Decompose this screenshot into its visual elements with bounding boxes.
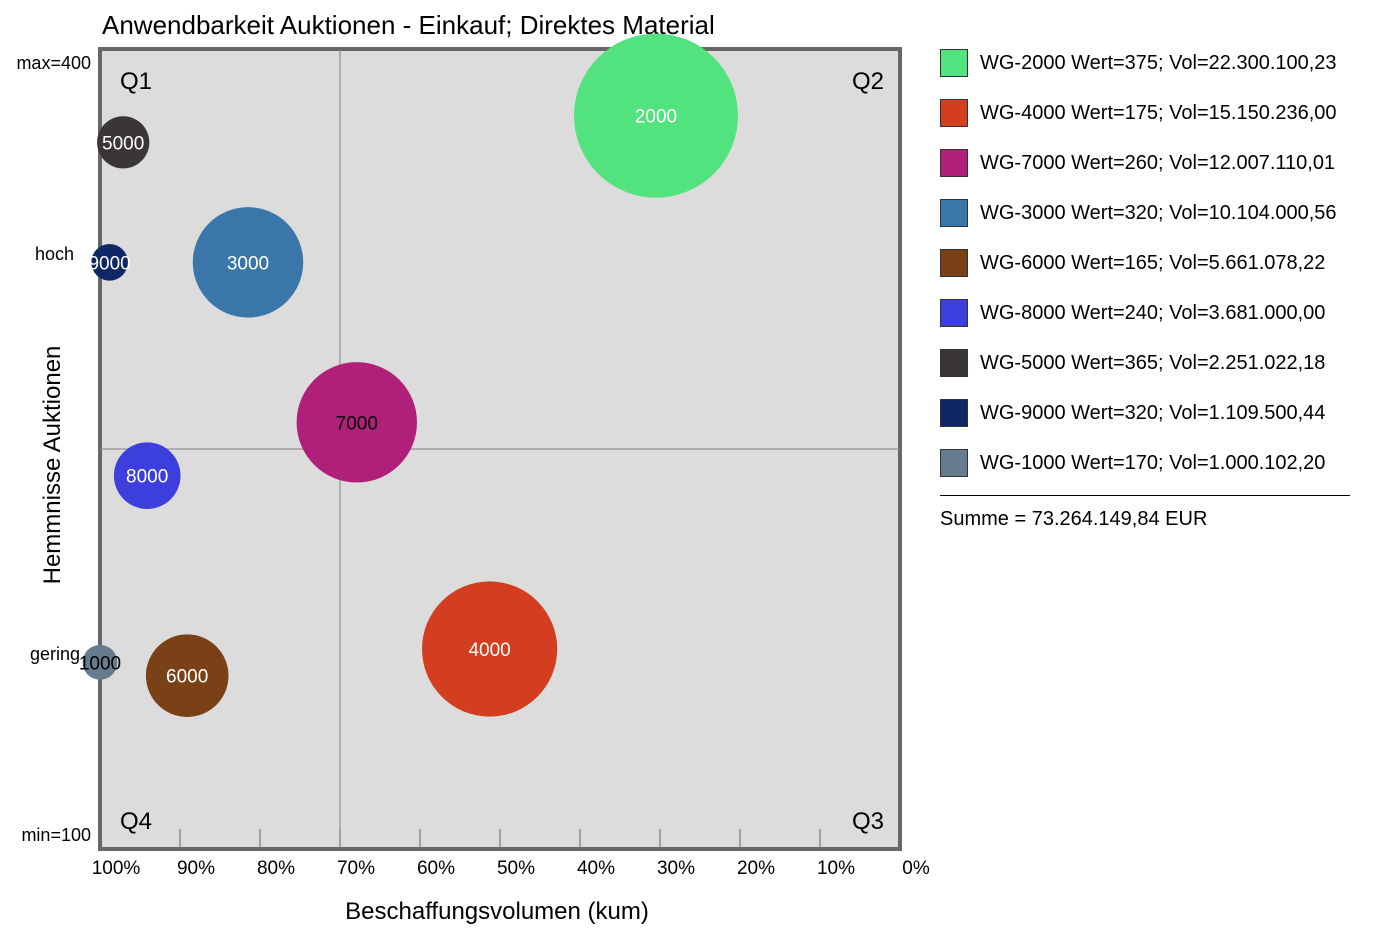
legend-swatch — [940, 449, 968, 477]
x-tick-label: 30% — [657, 858, 695, 879]
legend-swatch — [940, 349, 968, 377]
y-axis-label: Hemmnisse Auktionen — [39, 346, 66, 585]
legend-text: WG-7000 Wert=260; Vol=12.007.110,01 — [980, 152, 1336, 174]
y-tick-label: max=400 — [16, 53, 91, 73]
quadrant-label-q4: Q4 — [120, 808, 152, 835]
bubble-wg-5000 — [97, 116, 150, 169]
y-tick-label: gering — [30, 644, 80, 664]
bubble-label-wg-7000: 7000 — [336, 413, 378, 434]
legend-swatch — [940, 299, 968, 327]
x-tick-label: 80% — [257, 858, 295, 879]
legend-text: WG-6000 Wert=165; Vol=5.661.078,22 — [980, 252, 1326, 274]
legend: WG-2000 Wert=375; Vol=22.300.100,23 WG-40… — [940, 47, 1352, 531]
quadrant-label-q3: Q3 — [852, 808, 884, 835]
legend-text: WG-4000 Wert=175; Vol=15.150.236,00 — [980, 102, 1337, 124]
legend-item-wg-5000: WG-5000 Wert=365; Vol=2.251.022,18 — [940, 347, 1352, 397]
legend-item-wg-8000: WG-8000 Wert=240; Vol=3.681.000,00 — [940, 297, 1352, 347]
bubble-label-wg-2000: 2000 — [635, 107, 677, 128]
quadrant-label-q1: Q1 — [120, 68, 152, 95]
bubble-wg-6000 — [145, 634, 229, 717]
legend-item-wg-2000: WG-2000 Wert=375; Vol=22.300.100,23 — [940, 47, 1352, 97]
bubble-wg-1000 — [82, 644, 118, 680]
y-tick-label: min=100 — [21, 825, 91, 845]
x-tick-label: 70% — [337, 858, 375, 879]
x-tick-label: 50% — [497, 858, 535, 879]
x-tick-label: 0% — [902, 858, 930, 879]
legend-divider — [940, 495, 1350, 496]
legend-swatch — [940, 399, 968, 427]
legend-item-wg-1000: WG-1000 Wert=170; Vol=1.000.102,20 — [940, 447, 1352, 497]
legend-items: WG-2000 Wert=375; Vol=22.300.100,23 WG-40… — [940, 47, 1352, 497]
legend-text: WG-5000 Wert=365; Vol=2.251.022,18 — [980, 352, 1326, 374]
x-tick-label: 10% — [817, 858, 855, 879]
legend-item-wg-4000: WG-4000 Wert=175; Vol=15.150.236,00 — [940, 97, 1352, 147]
x-tick-label: 60% — [417, 858, 455, 879]
bubble-label-wg-4000: 4000 — [468, 640, 510, 661]
x-axis: 100% 90% 80% 70% 60% 50% 40% 30% 20% 10% 0% — [92, 829, 930, 879]
legend-swatch — [940, 199, 968, 227]
legend-swatch — [940, 249, 968, 277]
legend-item-wg-9000: WG-9000 Wert=320; Vol=1.109.500,44 — [940, 397, 1352, 447]
y-tick-label: hoch — [35, 244, 74, 264]
legend-swatch — [940, 99, 968, 127]
legend-text: WG-9000 Wert=320; Vol=1.109.500,44 — [980, 402, 1326, 424]
chart-title: Anwendbarkeit Auktionen - Einkauf; Direk… — [102, 10, 715, 40]
bubble-label-wg-9000: 9000 — [88, 253, 130, 274]
x-tick-label: 40% — [577, 858, 615, 879]
legend-item-wg-3000: WG-3000 Wert=320; Vol=10.104.000,56 — [940, 197, 1352, 247]
quadrant-labels: Q1 Q2 Q3 Q4 — [120, 68, 884, 835]
legend-swatch — [940, 149, 968, 177]
bubble-wg-8000 — [113, 442, 181, 509]
legend-sum: Summe = 73.264.149,84 EUR — [940, 508, 1208, 530]
legend-text: WG-1000 Wert=170; Vol=1.000.102,20 — [980, 452, 1326, 474]
legend-swatch — [940, 49, 968, 77]
bubble-wg-4000 — [422, 581, 558, 717]
legend-item-wg-7000: WG-7000 Wert=260; Vol=12.007.110,01 — [940, 147, 1352, 197]
legend-text: WG-2000 Wert=375; Vol=22.300.100,23 — [980, 52, 1337, 74]
bubble-label-wg-5000: 5000 — [102, 133, 144, 154]
quadrant-label-q2: Q2 — [852, 68, 884, 95]
x-axis-label: Beschaffungsvolumen (kum) — [345, 898, 649, 925]
legend-text: WG-8000 Wert=240; Vol=3.681.000,00 — [980, 302, 1326, 324]
bubble-label-wg-1000: 1000 — [79, 653, 121, 674]
bubble-wg-7000 — [296, 362, 417, 483]
x-tick-label: 90% — [177, 858, 215, 879]
y-axis: max=400 hoch gering min=100 — [16, 53, 91, 845]
bubble-label-wg-6000: 6000 — [166, 667, 208, 688]
bubble-label-wg-8000: 8000 — [126, 467, 168, 488]
x-tick-label: 20% — [737, 858, 775, 879]
legend-text: WG-3000 Wert=320; Vol=10.104.000,56 — [980, 202, 1337, 224]
bubble-wg-3000 — [192, 207, 304, 318]
legend-item-wg-6000: WG-6000 Wert=165; Vol=5.661.078,22 — [940, 247, 1352, 297]
bubble-wg-9000 — [91, 244, 128, 281]
bubble-wg-2000 — [574, 33, 738, 198]
bubbles: 2000 4000 7000 3000 6000 8000 5000 9000 1000 — [79, 33, 738, 717]
x-tick-label: 100% — [92, 858, 141, 879]
bubble-label-wg-3000: 3000 — [227, 253, 269, 274]
